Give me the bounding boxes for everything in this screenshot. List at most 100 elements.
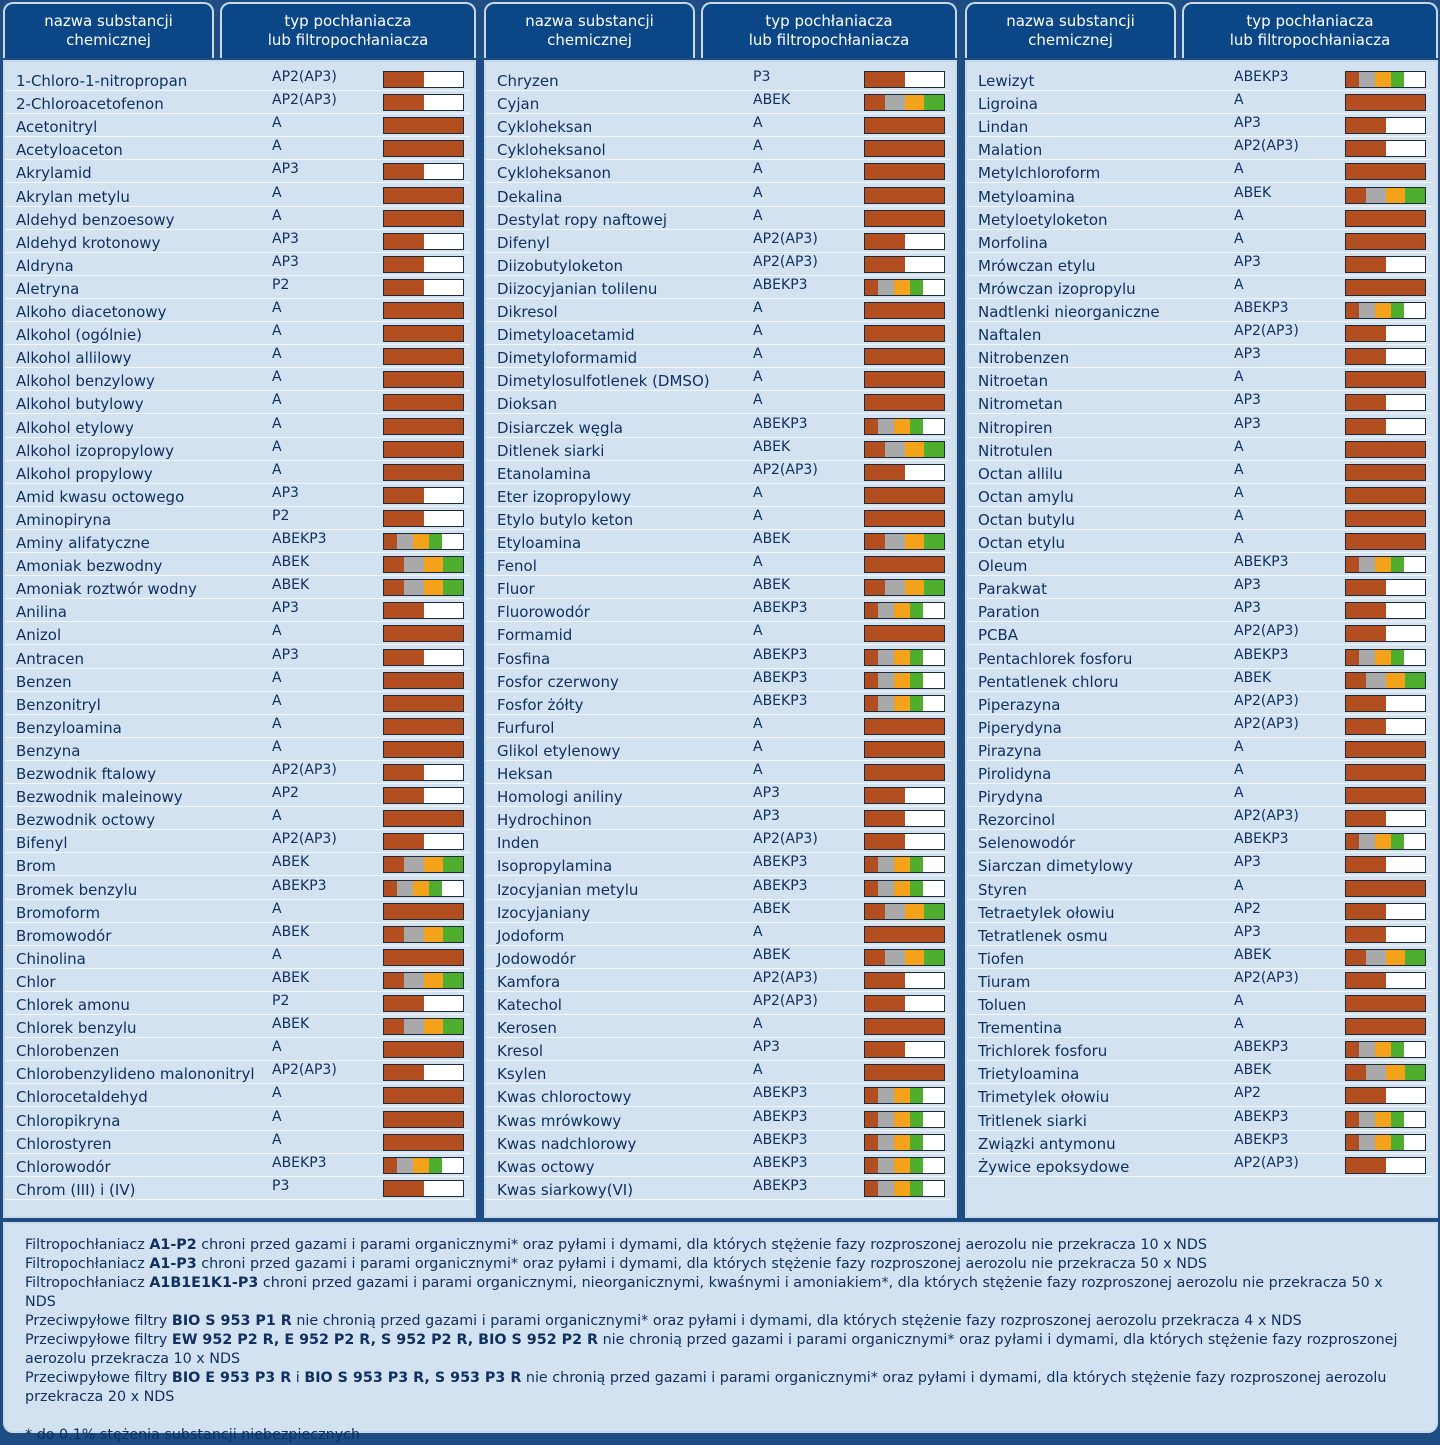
absorber-type: A xyxy=(272,1131,282,1148)
substance-name: Pirazyna xyxy=(978,741,1042,760)
bar-segment xyxy=(423,1065,463,1081)
substance-name: Alkohol propylowy xyxy=(16,464,153,483)
bar-segment xyxy=(904,949,925,965)
absorber-type: AP3 xyxy=(753,808,780,825)
table-row: Trichlorek fosforu ABEKP3 xyxy=(967,1038,1432,1062)
bar-segment xyxy=(894,880,911,896)
protection-bar xyxy=(864,302,945,319)
table-row: Brom ABEK xyxy=(5,853,470,877)
absorber-type: ABEKP3 xyxy=(753,1108,808,1125)
absorber-type: P2 xyxy=(272,993,290,1009)
bar-segment xyxy=(423,233,463,249)
bar-segment xyxy=(403,557,424,573)
table-row: Parakwat AP3 xyxy=(967,576,1432,600)
protection-bar xyxy=(383,278,464,296)
substance-name: Bromek benzylu xyxy=(16,880,138,899)
table-row: Benzyna A xyxy=(5,738,470,761)
substance-name: Mrówczan etylu xyxy=(978,256,1096,275)
table-row: 1-Chloro-1-nitropropan AP2(AP3) xyxy=(5,68,470,92)
bar-segment xyxy=(865,1180,879,1196)
substance-name: Tiofen xyxy=(978,949,1025,968)
table-row: Bezwodnik maleinowy AP2 xyxy=(5,784,470,808)
substance-name: Heksan xyxy=(497,765,553,783)
bar-segment xyxy=(923,1111,944,1127)
bar-segment xyxy=(924,441,944,457)
absorber-type: A xyxy=(1234,369,1244,386)
absorber-type: AP3 xyxy=(1234,600,1261,617)
bar-segment xyxy=(1385,141,1425,157)
protection-bar xyxy=(383,995,464,1012)
table-row: Bromoform A xyxy=(5,900,470,923)
bar-segment xyxy=(1346,72,1360,87)
table-row: Fosfor czerwony ABEKP3 xyxy=(486,669,951,692)
bar-segment xyxy=(1385,811,1425,827)
substance-name: Chryzen xyxy=(497,72,559,90)
table-row: Aminy alifatyczne ABEKP3 xyxy=(5,530,470,554)
bar-segment xyxy=(384,811,463,827)
table-row: Kamfora AP2(AP3) xyxy=(486,969,951,992)
protection-bar xyxy=(383,556,464,574)
absorber-type: A xyxy=(272,300,282,316)
protection-bar xyxy=(864,648,945,666)
protection-bar xyxy=(383,879,464,897)
substance-name: Bezwodnik maleinowy xyxy=(16,788,183,807)
bar-segment xyxy=(1385,972,1425,988)
bar-segment xyxy=(384,487,424,503)
substance-name: Diizocyjanian tolilenu xyxy=(497,279,658,298)
absorber-type: A xyxy=(272,415,282,432)
table-row: Nadtlenki nieorganiczne ABEKP3 xyxy=(967,299,1432,323)
substance-name: Diizobutyloketon xyxy=(497,256,624,275)
table-row: Benzen A xyxy=(5,669,470,692)
table-row: Trementina A xyxy=(967,1015,1432,1039)
table-row: Bezwodnik ftalowy AP2(AP3) xyxy=(5,761,470,785)
bar-segment xyxy=(397,880,414,896)
table-row: Kwas nadchlorowy ABEKP3 xyxy=(486,1131,951,1154)
bar-segment xyxy=(924,95,944,111)
footer-text: nie chronią przed gazami i parami organi… xyxy=(291,1313,1302,1329)
bar-segment xyxy=(384,672,463,688)
bar-segment xyxy=(865,1111,879,1127)
bar-segment xyxy=(910,1134,924,1150)
protection-bar xyxy=(864,602,945,620)
substance-name: Katechol xyxy=(497,996,562,1014)
substance-name: Difenyl xyxy=(497,233,550,252)
bar-segment xyxy=(904,233,944,249)
absorber-type: ABEK xyxy=(1234,946,1272,963)
bar-segment xyxy=(865,557,944,573)
bar-segment xyxy=(884,903,905,919)
table-row: Nitrotulen A xyxy=(967,438,1432,461)
substance-name: Metyloetyloketon xyxy=(978,210,1108,229)
table-row: Chlor ABEK xyxy=(5,969,470,992)
table-row: Diizobutyloketon AP2(AP3) xyxy=(486,253,951,276)
protection-bar xyxy=(1345,232,1426,250)
bar-segment xyxy=(384,1180,424,1196)
bar-segment xyxy=(384,1065,424,1081)
absorber-type: ABEK xyxy=(272,1016,310,1033)
bar-segment xyxy=(865,395,944,411)
bar-segment xyxy=(1346,649,1360,665)
bar-segment xyxy=(910,279,924,295)
footer-text: i xyxy=(291,1370,305,1386)
absorber-type: ABEKP3 xyxy=(753,854,808,871)
bar-segment xyxy=(923,649,944,665)
table-row: Benzonitryl A xyxy=(5,692,470,715)
substance-name: Chlor xyxy=(16,972,56,991)
protection-bar xyxy=(1345,371,1426,389)
substance-name: Nitrobenzen xyxy=(978,349,1070,368)
bar-segment xyxy=(1346,534,1425,549)
protection-bar xyxy=(1345,648,1426,666)
substance-name: Inden xyxy=(497,834,540,853)
bar-segment xyxy=(384,464,463,480)
bar-segment xyxy=(1346,603,1386,619)
absorber-type: A xyxy=(272,623,282,640)
absorber-type: A xyxy=(1234,207,1244,224)
bar-segment xyxy=(423,95,463,111)
bar-segment xyxy=(423,926,444,942)
table-row: Isopropylamina ABEKP3 xyxy=(486,853,951,877)
substance-name: Alkohol (ogólnie) xyxy=(16,326,143,345)
bar-segment xyxy=(1385,926,1425,942)
protection-bar xyxy=(1345,1087,1426,1105)
protection-bar xyxy=(1345,787,1426,805)
header-absorber-type: typ pochłaniacza lub filtropochłaniacza xyxy=(1182,2,1438,58)
bar-segment xyxy=(894,1157,911,1173)
